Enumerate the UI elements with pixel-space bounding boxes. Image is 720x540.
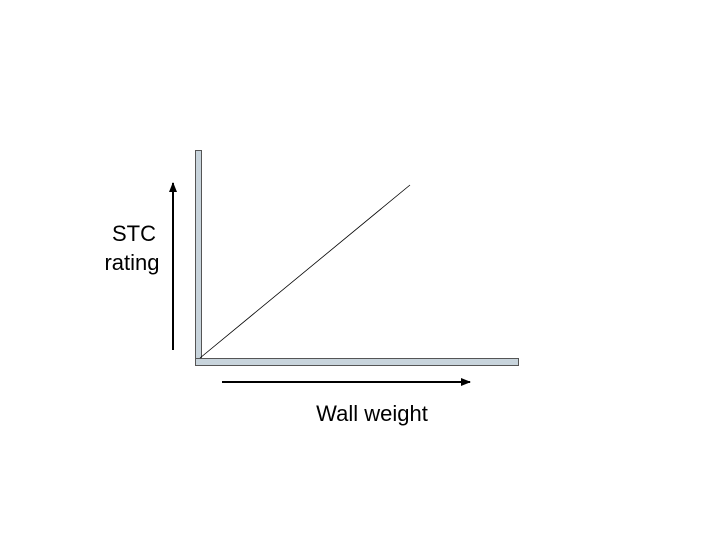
y-axis-label: STC [112,221,156,246]
horizontal-axis-bar [195,358,519,366]
vertical-axis-bar [195,150,202,365]
trend-line [199,184,411,359]
y-axis-label: rating [104,250,159,275]
x-axis-label: Wall weight [316,401,428,426]
